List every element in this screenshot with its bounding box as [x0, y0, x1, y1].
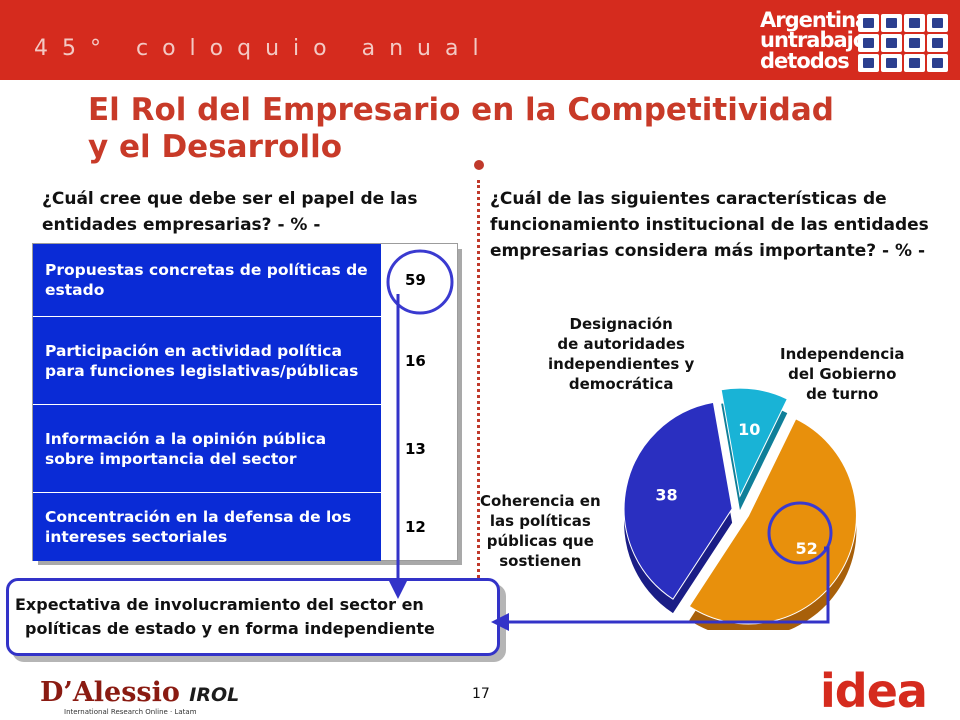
header-banner: 45° coloquio anual Argentina untrabajo d… [0, 0, 960, 80]
table-row: Propuestas concretas de políticas de est… [33, 244, 457, 316]
pie-label-line: de autoridades [557, 335, 685, 353]
pie-value-label: 38 [655, 485, 677, 504]
dalessio-wordmark: D’Alessio IROL [40, 678, 239, 710]
pie-label-line: Coherencia en [480, 492, 601, 510]
idea-logo: idea [820, 664, 928, 718]
dalessio-logo: D’Alessio IROL International Research On… [40, 678, 239, 717]
pie-label-line: Independencia [780, 345, 905, 363]
dalessio-name: D’Alessio [40, 677, 180, 708]
right-question: ¿Cuál de las siguientes características … [490, 189, 929, 261]
pie-label-line: públicas que [486, 532, 594, 550]
dotted-divider [477, 180, 480, 656]
pie-label-line: del Gobierno [788, 365, 897, 383]
pie-value-label: 52 [796, 539, 818, 558]
brand-icon-grid [858, 14, 954, 74]
row-label: Información a la opinión pública sobre i… [33, 405, 381, 493]
worker-icon [927, 34, 948, 52]
pie-slice-designacion [720, 387, 788, 498]
summary-line: políticas de estado y en forma independi… [25, 619, 435, 638]
row-label: Propuestas concretas de políticas de est… [33, 244, 381, 316]
title-line: y el Desarrollo [88, 129, 342, 165]
brand-logo: Argentina untrabajo detodos [760, 10, 960, 74]
bus-icon [858, 54, 879, 72]
pie-label-coherencia: Coherencia en las políticas públicas que… [480, 491, 601, 571]
pie-label-independencia: Independencia del Gobierno de turno [780, 344, 905, 404]
building-icon [858, 14, 879, 32]
row-label: Participación en actividad política para… [33, 317, 381, 405]
pie-label-line: Designación [569, 315, 673, 333]
divider-dot [474, 160, 484, 170]
dalessio-irol: IROL [189, 684, 240, 706]
row-value: 13 [405, 440, 426, 458]
page-title: El Rol del Empresario en la Competitivid… [88, 92, 834, 166]
percent-icon [881, 34, 902, 52]
event-title: 45° coloquio anual [34, 36, 493, 61]
dalessio-subtitle: International Research Online · Latam [64, 708, 197, 716]
summary-line: Expectativa de involucramiento del secto… [15, 595, 424, 614]
factory-icon [927, 14, 948, 32]
road-icon [904, 34, 925, 52]
pie-label-line: democrática [568, 375, 674, 393]
pie-value-label: 10 [738, 420, 760, 439]
table-row: Información a la opinión pública sobre i… [33, 404, 457, 493]
row-value: 12 [405, 518, 426, 536]
summary-text: Expectativa de involucramiento del secto… [15, 593, 495, 641]
pie-label-designacion: Designación de autoridades independiente… [548, 314, 694, 394]
people-icon [858, 34, 879, 52]
summary-box: Expectativa de involucramiento del secto… [6, 578, 500, 656]
roles-table: Propuestas concretas de políticas de est… [32, 243, 458, 561]
table-row: Participación en actividad política para… [33, 316, 457, 405]
pie-label-line: sostienen [499, 552, 582, 570]
brand-line: detodos [760, 49, 850, 73]
page-number: 17 [472, 686, 490, 702]
brand-line: untrabajo [760, 28, 867, 52]
anchor-icon [904, 14, 925, 32]
chart-icon [927, 54, 948, 72]
cart-icon [881, 14, 902, 32]
brand-line: Argentina [760, 8, 869, 32]
row-label: Concentración en la defensa de los inter… [33, 493, 381, 561]
title-line: El Rol del Empresario en la Competitivid… [88, 92, 834, 128]
left-question: ¿Cuál cree que debe ser el papel de las … [42, 189, 418, 235]
pie-chart: 10 52 38 [623, 387, 857, 630]
table-row: Concentración en la defensa de los inter… [33, 492, 457, 561]
pie-label-line: de turno [806, 385, 879, 403]
train-icon [904, 54, 925, 72]
cross-icon [881, 54, 902, 72]
row-value: 59 [405, 271, 426, 289]
pie-label-line: las políticas [489, 512, 591, 530]
row-value: 16 [405, 352, 426, 370]
pie-label-line: independientes y [548, 355, 695, 373]
